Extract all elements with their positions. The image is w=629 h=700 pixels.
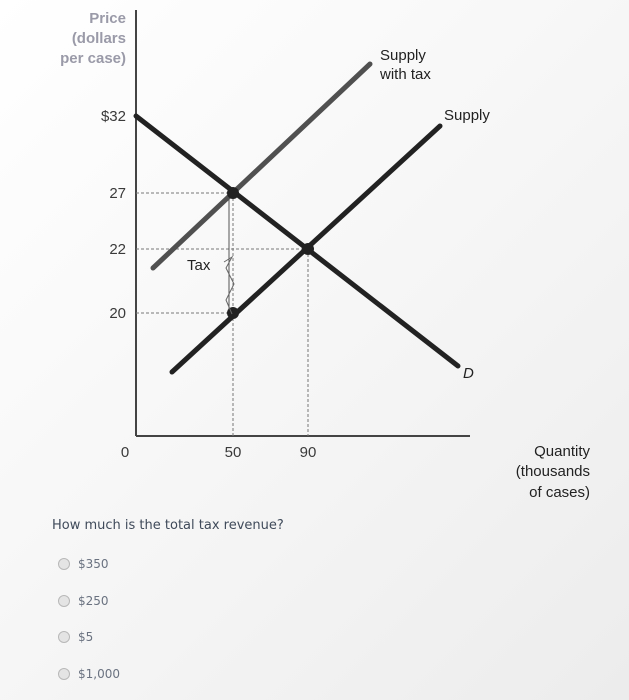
equilibrium-point-50-27 xyxy=(227,187,239,199)
answer-option-5[interactable]: $5 xyxy=(58,630,93,644)
radio-button[interactable] xyxy=(58,558,70,570)
radio-button[interactable] xyxy=(58,595,70,607)
x-tick-label-50: 50 xyxy=(225,444,242,461)
supply-label: Supply xyxy=(444,107,490,124)
tax-brace xyxy=(223,255,235,315)
x-axis-title-line-1: Quantity xyxy=(534,443,590,460)
answer-option-250[interactable]: $250 xyxy=(58,594,109,608)
y-axis-title-line-3: per case) xyxy=(60,50,126,67)
y-tick-label-22: 22 xyxy=(109,241,126,258)
supply-demand-chart: Price (dollars per case) $32 27 22 20 0 50 90… xyxy=(60,10,590,501)
y-axis-title-line-1: Price xyxy=(89,10,126,27)
y-tick-label-32: $32 xyxy=(101,108,126,125)
y-tick-label-20: 20 xyxy=(109,305,126,322)
radio-button[interactable] xyxy=(58,631,70,643)
supply-with-tax-label-line-1: Supply xyxy=(380,47,426,64)
y-axis-title-line-2: (dollars xyxy=(72,30,126,47)
answer-option-label: $350 xyxy=(78,557,109,571)
x-axis-title-line-3: of cases) xyxy=(529,484,590,501)
x-tick-label-0: 0 xyxy=(121,444,129,461)
radio-button[interactable] xyxy=(58,668,70,680)
answer-option-label: $250 xyxy=(78,594,109,608)
supply-with-tax-label-line-2: with tax xyxy=(379,66,431,83)
demand-label: D xyxy=(463,365,474,382)
equilibrium-point-50-20 xyxy=(227,307,239,319)
answer-option-label: $5 xyxy=(78,630,94,644)
x-tick-label-90: 90 xyxy=(300,444,317,461)
question-text: How much is the total tax revenue? xyxy=(52,518,284,533)
d-curve xyxy=(133,113,461,369)
answer-option-350[interactable]: $350 xyxy=(58,557,109,571)
tax-label: Tax xyxy=(187,257,211,274)
x-axis-title-line-2: (thousands xyxy=(516,463,590,480)
answer-option-1000[interactable]: $1,000 xyxy=(58,667,120,681)
equilibrium-point-90-22 xyxy=(302,243,314,255)
answer-option-label: $1,000 xyxy=(78,667,120,681)
y-tick-label-27: 27 xyxy=(109,185,126,202)
supply-with-tax-curve xyxy=(150,61,373,271)
